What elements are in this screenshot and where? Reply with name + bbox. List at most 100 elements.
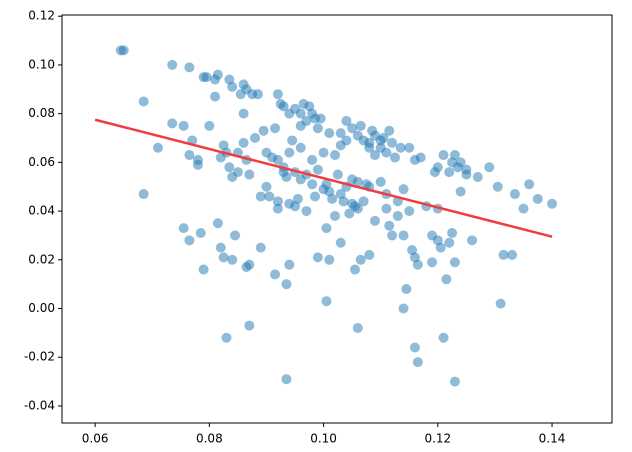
point (401, 284, 412, 295)
point (432, 162, 443, 173)
point (224, 162, 235, 173)
point (244, 259, 255, 270)
point (264, 191, 275, 202)
point (312, 252, 323, 263)
point (212, 218, 223, 229)
point (352, 203, 363, 214)
point (524, 179, 535, 190)
point (255, 242, 266, 253)
point (447, 228, 458, 239)
point (272, 154, 283, 165)
point (461, 169, 472, 180)
x-tick-label: 0.10 (310, 432, 337, 446)
point (532, 193, 543, 204)
point (498, 249, 509, 260)
point (398, 303, 409, 314)
point (178, 120, 189, 131)
point (355, 120, 366, 131)
point (435, 242, 446, 253)
point (330, 150, 341, 161)
point (198, 264, 209, 275)
point (227, 254, 238, 265)
point (201, 72, 212, 83)
point (238, 137, 249, 148)
point (398, 184, 409, 195)
point (215, 242, 226, 253)
point (272, 196, 283, 207)
point (310, 191, 321, 202)
point (230, 230, 241, 241)
point (438, 332, 449, 343)
point (412, 259, 423, 270)
point (352, 323, 363, 334)
point (427, 257, 438, 268)
point (415, 152, 426, 163)
point (324, 254, 335, 265)
point (221, 332, 232, 343)
point (375, 176, 386, 187)
x-tick-label: 0.08 (196, 432, 223, 446)
y-tick-label: -0.04 (24, 398, 55, 412)
point (441, 274, 452, 285)
point (341, 135, 352, 146)
y-tick-label: 0.10 (28, 57, 55, 71)
point (292, 193, 303, 204)
point (355, 254, 366, 265)
point (378, 133, 389, 144)
point (252, 89, 263, 100)
point (492, 181, 503, 192)
point (258, 125, 269, 136)
point (412, 357, 423, 368)
point (284, 147, 295, 158)
point (369, 150, 380, 161)
point (384, 220, 395, 231)
point (244, 169, 255, 180)
point (195, 228, 206, 239)
point (438, 150, 449, 161)
point (212, 69, 223, 80)
point (281, 374, 292, 385)
point (321, 223, 332, 234)
point (381, 203, 392, 214)
point (392, 210, 403, 221)
point (444, 237, 455, 248)
point (261, 181, 272, 192)
point (167, 118, 178, 129)
point (547, 198, 558, 209)
point (232, 167, 243, 178)
point (398, 230, 409, 241)
point (118, 45, 129, 56)
plot-frame (61, 14, 613, 424)
point (138, 189, 149, 200)
point (315, 113, 326, 124)
point (395, 142, 406, 153)
point (495, 298, 506, 309)
y-tick-label: 0.02 (28, 252, 55, 266)
point (301, 115, 312, 126)
point (409, 342, 420, 353)
y-tick-label: 0.06 (28, 155, 55, 169)
y-tick-label: 0.12 (28, 9, 55, 23)
point (347, 123, 358, 134)
point (167, 59, 178, 70)
point (210, 91, 221, 102)
point (295, 108, 306, 119)
point (192, 159, 203, 170)
point (307, 154, 318, 165)
point (321, 296, 332, 307)
point (295, 142, 306, 153)
point (244, 320, 255, 331)
point (387, 230, 398, 241)
point (272, 89, 283, 100)
point (467, 235, 478, 246)
point (444, 167, 455, 178)
point (472, 171, 483, 182)
point (312, 164, 323, 175)
point (507, 249, 518, 260)
x-tick-label: 0.12 (424, 432, 451, 446)
point (404, 142, 415, 153)
point (312, 123, 323, 134)
point (250, 133, 261, 144)
